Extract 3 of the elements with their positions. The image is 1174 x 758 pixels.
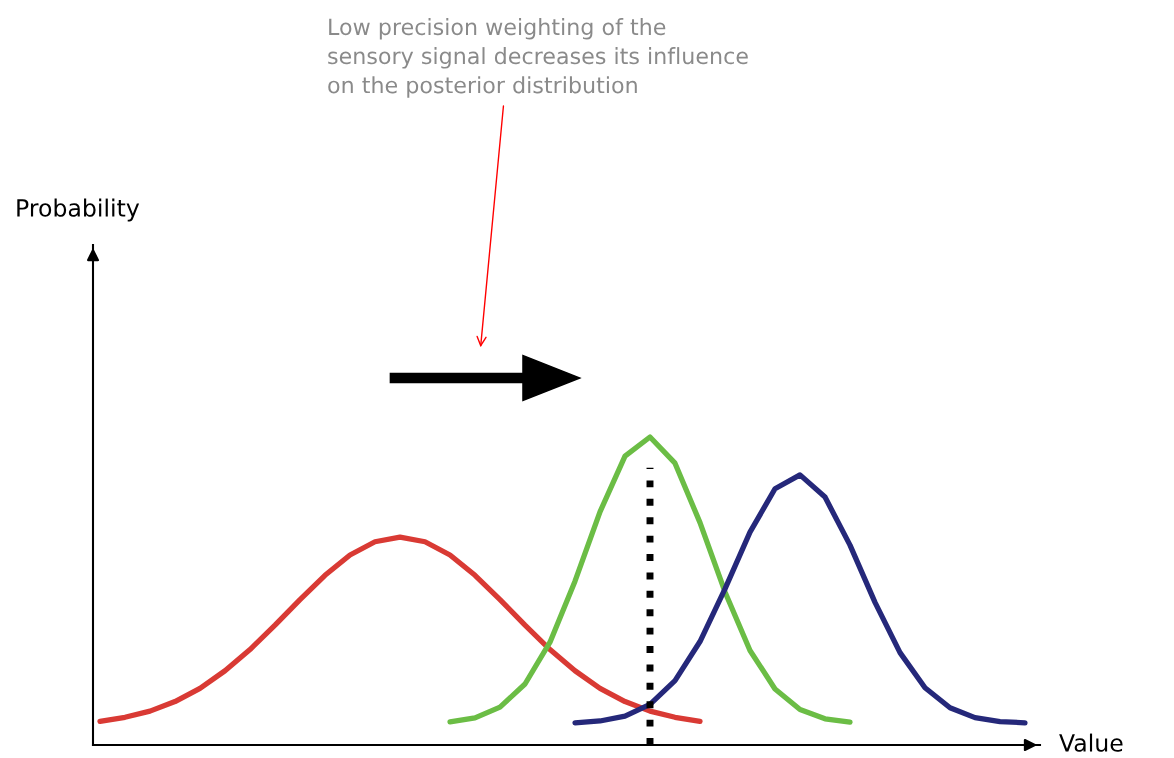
text: Probability [17, 198, 140, 222]
x-axis-title: Value [1059, 733, 1123, 752]
text: Low precision weighting of the sensory signal decreases its influence on the posterior distribution [328, 18, 748, 98]
